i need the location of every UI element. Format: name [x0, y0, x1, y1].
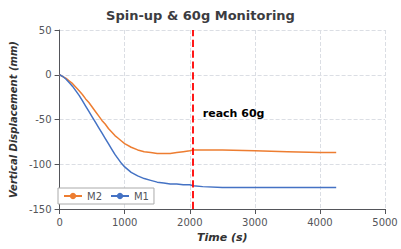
- svg-text:5000: 5000: [372, 217, 397, 228]
- svg-text:0: 0: [45, 69, 51, 80]
- svg-text:4000: 4000: [307, 217, 332, 228]
- svg-text:Vertical Displacement (mm): Vertical Displacement (mm): [8, 41, 19, 198]
- svg-text:-100: -100: [29, 159, 52, 170]
- svg-text:3000: 3000: [242, 217, 267, 228]
- svg-text:Spin-up & 60g Monitoring: Spin-up & 60g Monitoring: [106, 8, 295, 23]
- svg-text:0: 0: [56, 217, 62, 228]
- svg-text:-150: -150: [29, 204, 52, 215]
- svg-text:50: 50: [39, 25, 52, 36]
- svg-text:1000: 1000: [112, 217, 137, 228]
- svg-text:M2: M2: [87, 191, 102, 202]
- svg-text:M1: M1: [134, 191, 149, 202]
- svg-text:2000: 2000: [177, 217, 202, 228]
- svg-text:-50: -50: [35, 114, 51, 125]
- svg-text:Time (s): Time (s): [197, 231, 248, 244]
- svg-text:reach 60g: reach 60g: [203, 107, 265, 120]
